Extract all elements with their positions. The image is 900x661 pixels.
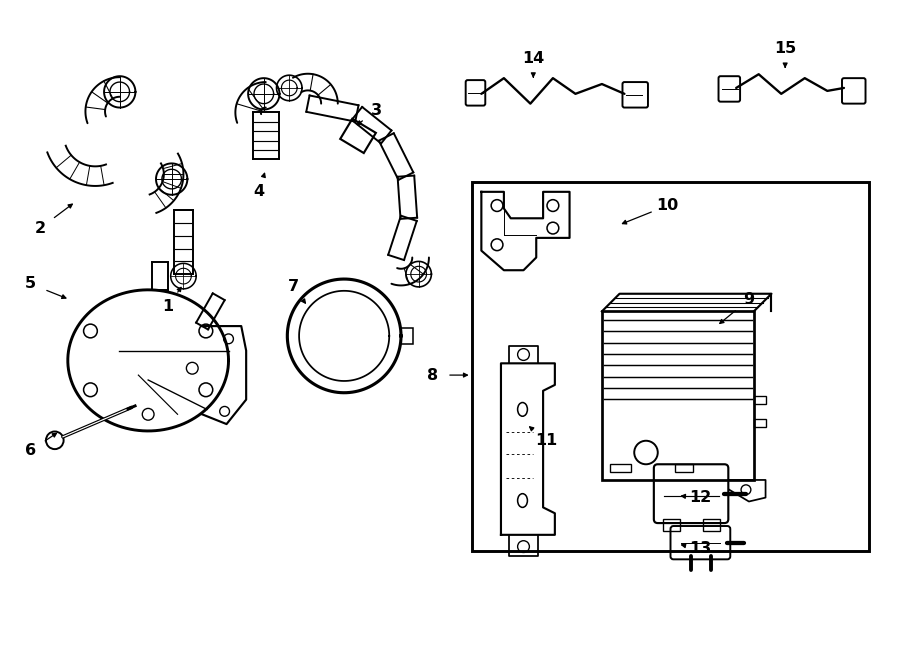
Bar <box>472 182 869 551</box>
Bar <box>754 396 766 403</box>
Text: 1: 1 <box>162 299 174 314</box>
Text: 7: 7 <box>288 280 299 294</box>
Bar <box>703 519 721 531</box>
Bar <box>340 119 376 153</box>
Text: 8: 8 <box>427 368 438 383</box>
Bar <box>662 519 680 531</box>
Text: 14: 14 <box>522 51 544 66</box>
Text: 10: 10 <box>656 198 679 213</box>
Bar <box>609 464 631 472</box>
Bar <box>675 464 693 472</box>
Text: 4: 4 <box>253 184 265 200</box>
Text: 5: 5 <box>25 276 36 292</box>
Text: 12: 12 <box>688 490 711 505</box>
Text: 2: 2 <box>35 221 46 235</box>
Bar <box>401 328 413 344</box>
Bar <box>602 311 754 480</box>
Text: 13: 13 <box>688 541 711 556</box>
Bar <box>754 419 766 427</box>
Text: 11: 11 <box>535 433 557 448</box>
Text: 3: 3 <box>371 103 382 118</box>
Text: 15: 15 <box>774 41 796 56</box>
Text: 9: 9 <box>743 292 754 307</box>
Text: 6: 6 <box>25 443 36 458</box>
